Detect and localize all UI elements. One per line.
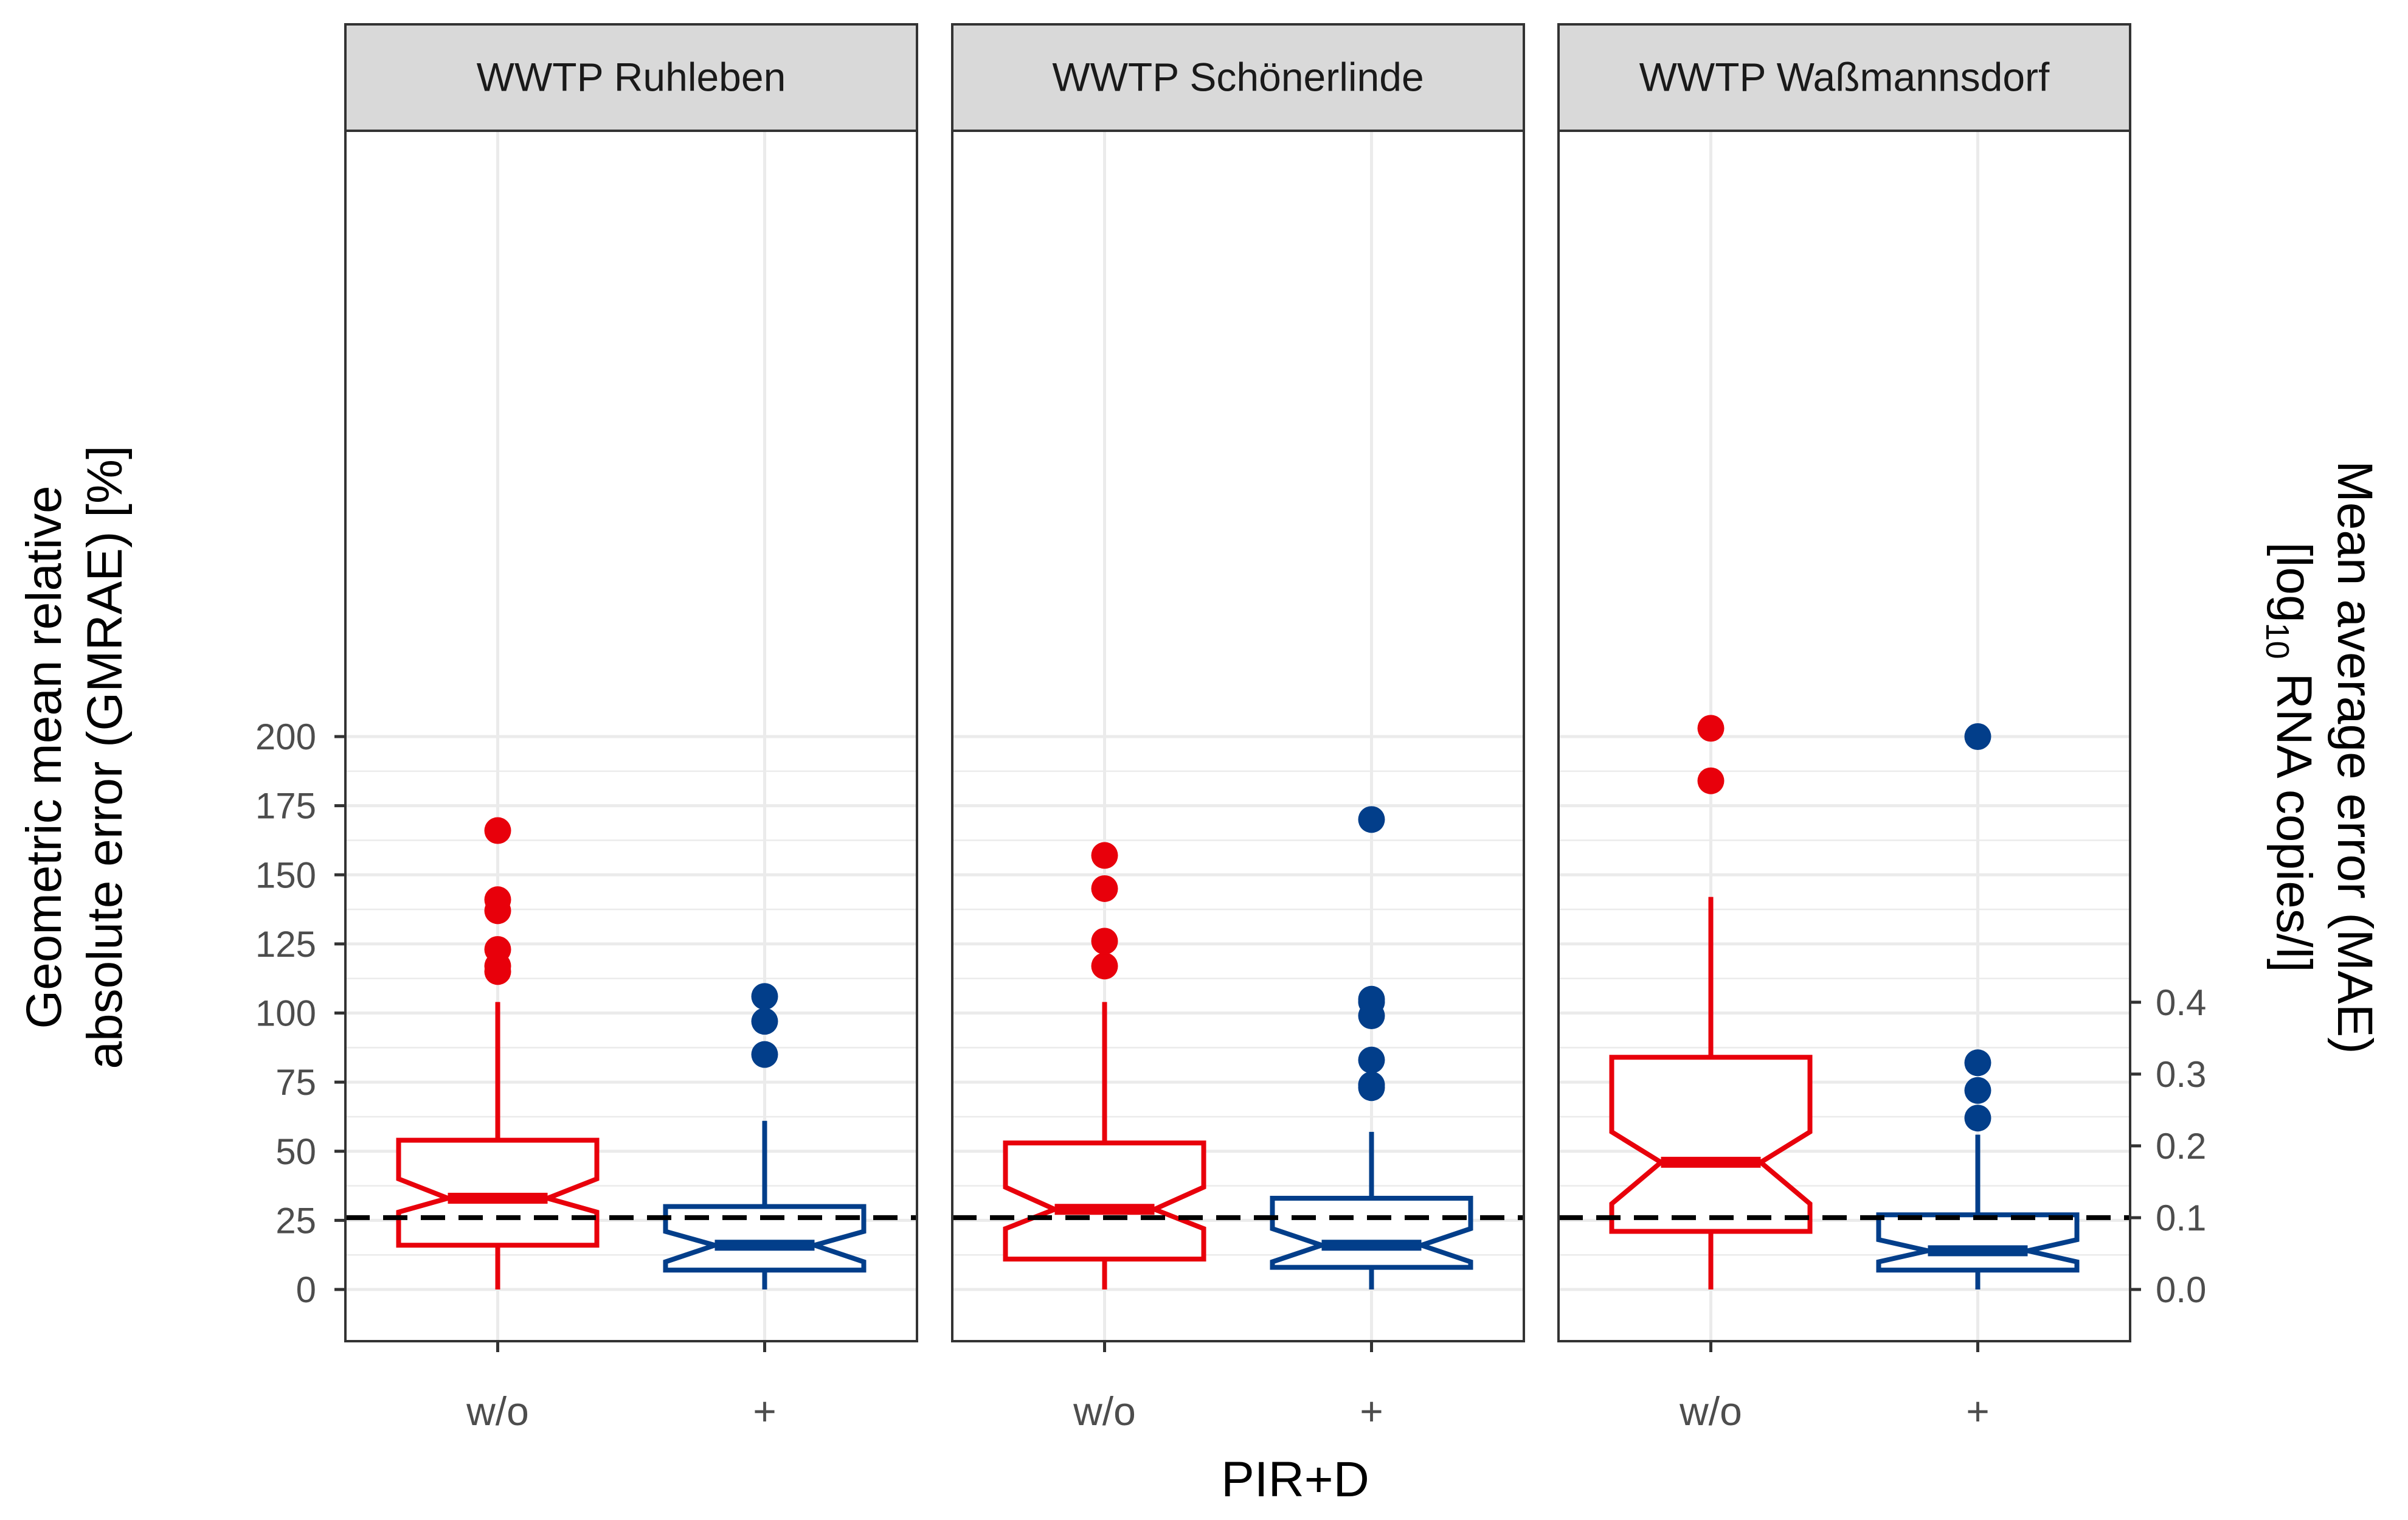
outlier-point [1964,1077,1991,1104]
y2-tick-label: 0.0 [2156,1269,2206,1310]
outlier-point [1964,723,1991,750]
outlier-point [1358,1071,1385,1098]
outlier-point [1697,715,1725,742]
facet-strip-label: WWTP Ruhleben [477,55,786,100]
y-tick-label: 150 [255,855,316,895]
notched-box [1270,1196,1473,1270]
outlier-point [1358,806,1385,833]
facet-strip-label: WWTP Schönerlinde [1052,55,1424,100]
y2-tick-label: 0.2 [2156,1126,2206,1167]
y2-tick-label: 0.3 [2156,1054,2206,1095]
facet-strip-label: WWTP Waßmannsdorf [1639,55,2050,100]
y-tick-label: 175 [255,786,316,827]
y2-tick-label: 0.1 [2156,1198,2206,1238]
outlier-point [1358,985,1385,1013]
notched-box [396,1137,600,1248]
outlier-point [1964,1049,1991,1077]
y-axis-right: 0.0 0.1 0.2 0.3 0.4 [2130,982,2206,1310]
outlier-point [484,817,511,844]
outlier-point [1091,875,1118,902]
outlier-point [1091,928,1118,955]
x-tick-label: w/o [466,1389,529,1434]
y-tick-label: 75 [275,1062,316,1103]
y-axis-title-line1: Geometric mean relative [16,485,72,1029]
box-plus [663,983,867,1289]
x-tick-label: + [1360,1389,1383,1434]
y2-title-pre: [log [2266,542,2322,622]
x-tick-label: + [1966,1389,1990,1434]
y-tick-label: 25 [275,1200,316,1241]
notched-box [1003,1140,1206,1262]
x-tick-label: + [753,1389,777,1434]
facet-panel-1: WWTP Ruhleben w/o + [344,23,918,1434]
y-tick-label: 0 [296,1269,316,1310]
y2-axis-title-line2: [log10 RNA copies/l] [2259,542,2322,972]
facet-panel-3: WWTP Waßmannsdorf w/o + [1557,23,2131,1434]
y-axis-title-line2: absolute error (GMRAE) [%] [77,445,133,1069]
outlier-point [751,1041,778,1068]
outlier-point [751,1008,778,1035]
x-tick-label: w/o [1679,1389,1742,1434]
outlier-point [1964,1105,1991,1132]
y-axis-title: Geometric mean relative absolute error (… [16,445,133,1069]
y-tick-label: 50 [275,1131,316,1172]
outlier-point [751,983,778,1010]
outlier-point [484,886,511,914]
facet-strip [1557,23,2131,132]
notched-box [1876,1212,2080,1273]
y-tick-label: 200 [255,717,316,757]
x-axis-title: PIR+D [1221,1452,1369,1507]
box-without [1003,842,1206,1289]
y-tick-label: 100 [255,993,316,1034]
outlier-point [1697,767,1725,794]
notched-box [663,1204,867,1273]
outlier-point [484,935,511,963]
notched-box [1609,1055,1813,1234]
box-plus [1876,723,2080,1289]
outlier-point [1091,953,1118,980]
facet-panel-2: WWTP Schönerlinde w/o + [951,23,1525,1434]
facet-strip [344,23,918,132]
y2-title-subscript: 10 [2259,623,2296,659]
box-without [1609,715,1813,1289]
y2-axis-title-line1: Mean average error (MAE) [2327,460,2382,1053]
x-tick-label: w/o [1073,1389,1136,1434]
facet-strip [951,23,1525,132]
y2-axis-title: Mean average error (MAE) [log10 RNA copi… [2259,460,2382,1053]
outlier-point [1358,1046,1385,1074]
y-axis-left: 0 25 50 75 100 125 150 175 200 [255,717,345,1310]
y2-tick-label: 0.4 [2156,982,2206,1023]
outlier-point [1091,842,1118,869]
y-tick-label: 125 [255,924,316,965]
y2-title-post: RNA copies/l] [2266,659,2322,973]
